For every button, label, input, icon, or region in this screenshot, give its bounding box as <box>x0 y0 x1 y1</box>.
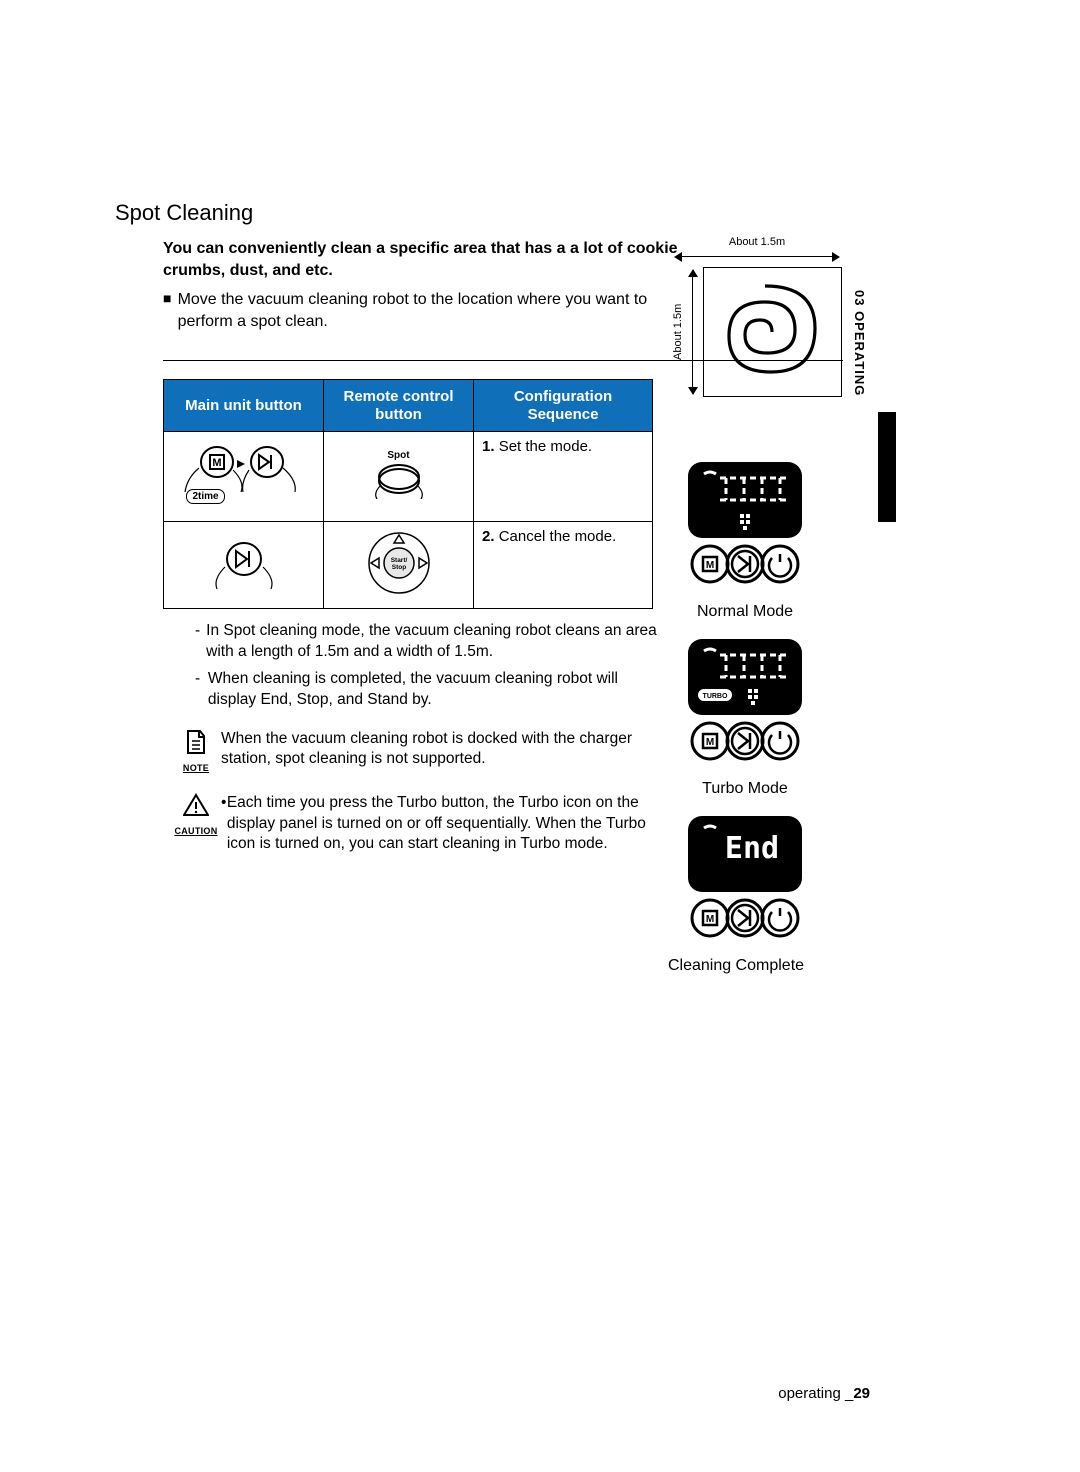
config-table: Main unit button Remote control button C… <box>163 379 653 609</box>
remote-dpad-icon: Start/ Stop <box>354 528 444 598</box>
cell-seq-2: 2. Cancel the mode. <box>474 521 653 608</box>
panel-caption: Normal Mode <box>680 603 810 621</box>
page-footer: operating _29 <box>0 1385 870 1402</box>
remote-spot-label: Spot <box>332 450 465 461</box>
main-unit-play-icon <box>199 535 289 591</box>
device-turbo-icon: TURBO M <box>686 637 804 767</box>
svg-text:M: M <box>706 560 714 571</box>
panel-caption: Turbo Mode <box>680 780 810 798</box>
notes-list: -In Spot cleaning mode, the vacuum clean… <box>195 621 665 711</box>
note-icon <box>184 729 208 755</box>
note-callout: NOTE When the vacuum cleaning robot is d… <box>171 729 671 775</box>
panel-turbo: TURBO M Turbo Mode <box>680 637 810 798</box>
dim-label-side: About 1.5m <box>672 267 684 397</box>
cell-main-unit-2 <box>164 521 324 608</box>
svg-text:M: M <box>212 457 221 469</box>
spot-area-diagram: About 1.5m About 1.5m <box>672 236 842 397</box>
svg-text:Stop: Stop <box>391 564 405 571</box>
spiral-path-icon <box>717 280 827 385</box>
panel-caption: Cleaning Complete <box>662 957 810 975</box>
note-item: When cleaning is completed, the vacuum c… <box>208 669 665 711</box>
th-sequence: Configuration Sequence <box>474 380 653 432</box>
cell-seq-1: 1. Set the mode. <box>474 431 653 521</box>
dim-label-top: About 1.5m <box>672 236 842 248</box>
step-text-2: Cancel the mode. <box>499 528 617 545</box>
cell-main-unit-1: M 2time <box>164 431 324 521</box>
device-end-icon: End M <box>686 814 804 944</box>
intro-bullet-text: Move the vacuum cleaning robot to the lo… <box>178 289 683 332</box>
note-item: In Spot cleaning mode, the vacuum cleani… <box>206 621 665 663</box>
section-title: Spot Cleaning <box>115 200 885 226</box>
table-row: M 2time Spot <box>164 431 653 521</box>
caution-callout: CAUTION •Each time you press the Turbo b… <box>171 793 671 856</box>
table-row: Start/ Stop 2. Cancel the mode. <box>164 521 653 608</box>
device-panels: M Normal Mode TURBO M <box>680 460 810 991</box>
cell-remote-2: Start/ Stop <box>324 521 474 608</box>
panel-normal: M Normal Mode <box>680 460 810 621</box>
dim-arrow-vertical <box>687 267 699 397</box>
th-main-unit: Main unit button <box>164 380 324 432</box>
square-bullet-icon: ■ <box>163 289 178 332</box>
cell-remote-1: Spot <box>324 431 474 521</box>
remote-spot-button-icon <box>369 461 429 499</box>
th-remote: Remote control button <box>324 380 474 432</box>
dim-arrow-horizontal <box>672 251 842 263</box>
svg-text:End: End <box>725 831 779 866</box>
caution-icon <box>183 793 209 817</box>
caution-tag: CAUTION <box>171 825 221 837</box>
step-text-1: Set the mode. <box>499 438 592 455</box>
spiral-box <box>703 267 842 397</box>
note-text: When the vacuum cleaning robot is docked… <box>221 729 671 775</box>
label-2time: 2time <box>186 489 224 504</box>
step-num-2: 2. <box>482 528 495 545</box>
svg-text:M: M <box>706 914 714 925</box>
footer-label: operating _ <box>778 1385 853 1402</box>
svg-text:TURBO: TURBO <box>703 693 728 700</box>
thumb-index-block <box>878 412 896 522</box>
footer-page-number: 29 <box>853 1385 870 1402</box>
intro-bullet: ■ Move the vacuum cleaning robot to the … <box>163 289 683 332</box>
step-num-1: 1. <box>482 438 495 455</box>
chapter-side-tab: 03 OPERATING <box>852 290 867 396</box>
svg-text:Start/: Start/ <box>390 557 407 564</box>
caution-text: Each time you press the Turbo button, th… <box>227 793 671 856</box>
panel-complete: End M Cleaning Complete <box>680 814 810 975</box>
svg-text:M: M <box>706 737 714 748</box>
note-tag: NOTE <box>171 762 221 774</box>
lead-paragraph: You can conveniently clean a specific ar… <box>163 238 683 281</box>
device-normal-icon: M <box>686 460 804 590</box>
